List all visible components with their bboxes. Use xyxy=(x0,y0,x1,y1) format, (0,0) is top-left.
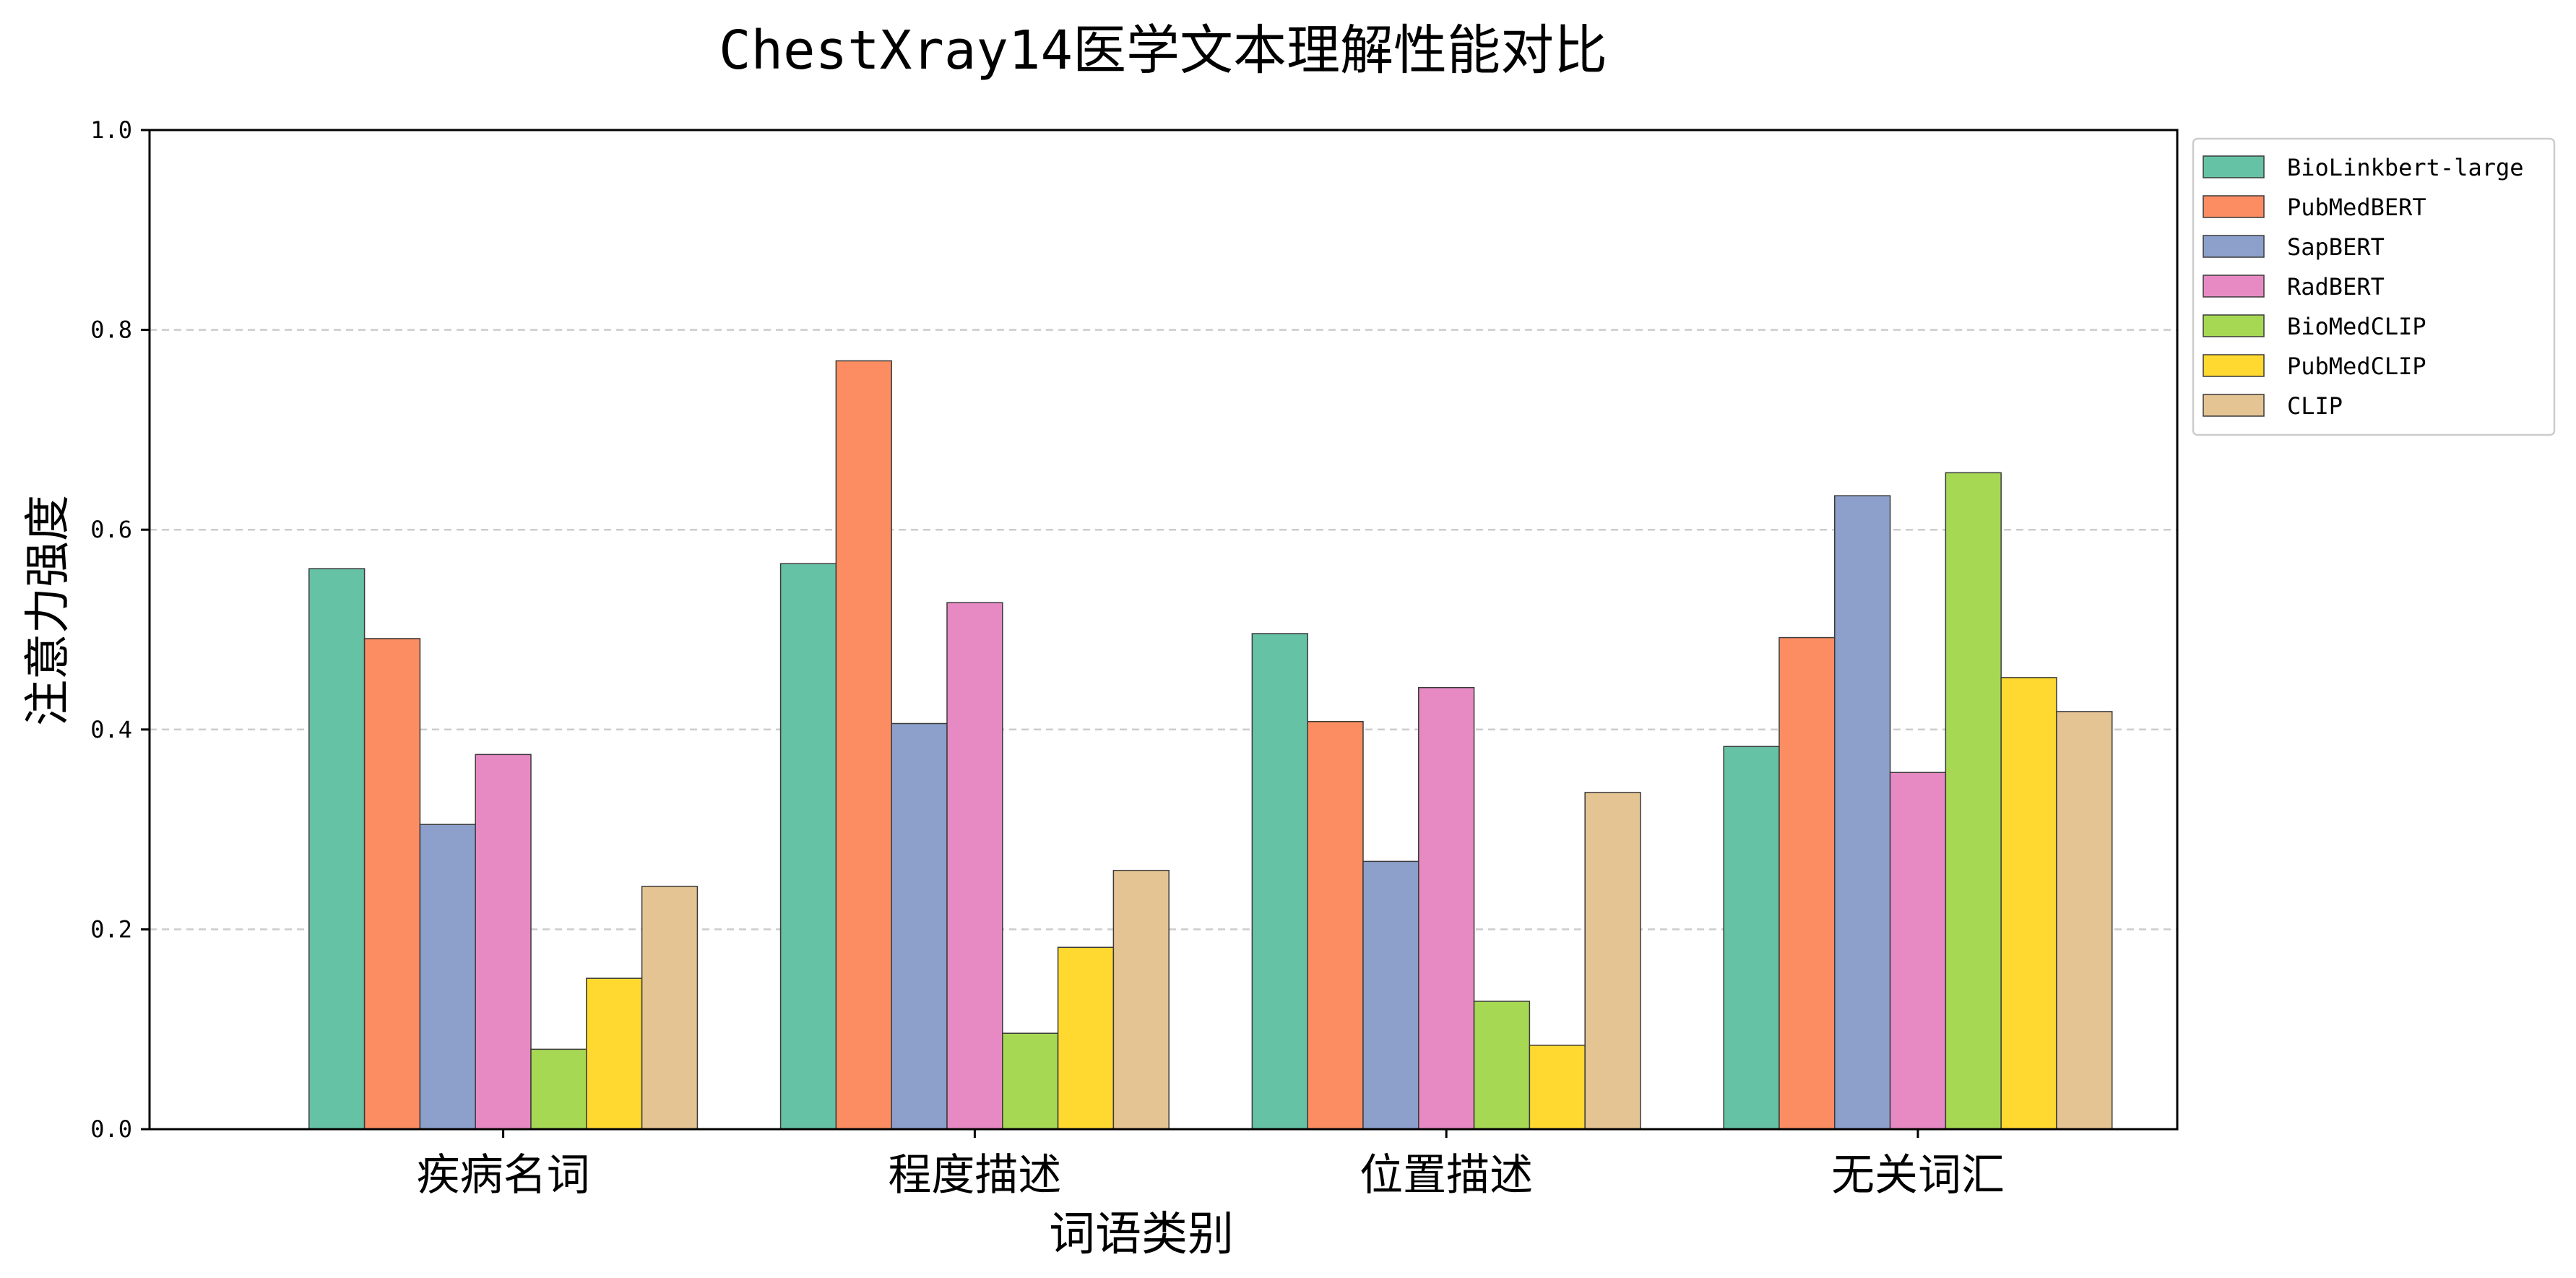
legend-label: BioLinkbert-large xyxy=(2287,154,2524,181)
bar-pubmedbert-3 xyxy=(1778,636,1836,1130)
bar-biolinkbert-large-2 xyxy=(1251,633,1308,1130)
bar-radbert-2 xyxy=(1418,686,1475,1130)
bar-biolinkbert-large-0 xyxy=(308,568,366,1130)
bar-pubmedbert-2 xyxy=(1307,720,1364,1130)
legend-label: PubMedBERT xyxy=(2287,194,2426,221)
plot-frame xyxy=(148,129,2179,1131)
legend-label: PubMedCLIP xyxy=(2287,353,2426,380)
x-tick-label: 位置描述 xyxy=(1360,1150,1533,1201)
bar-pubmedbert-1 xyxy=(835,360,892,1130)
bar-sapbert-3 xyxy=(1834,495,1891,1130)
bar-biomedclip-1 xyxy=(1002,1032,1059,1130)
y-tick-label: 0.6 xyxy=(90,516,132,543)
bar-clip-3 xyxy=(2056,711,2113,1130)
y-tick-label: 0.4 xyxy=(90,716,132,743)
x-tick-label: 疾病名词 xyxy=(417,1150,590,1201)
bar-pubmedclip-1 xyxy=(1057,946,1115,1130)
x-axis-ticks: 疾病名词 程度描述 位置描述 无关词汇 xyxy=(417,1129,2005,1201)
bar-radbert-3 xyxy=(1889,772,1947,1130)
bar-radbert-1 xyxy=(946,602,1003,1130)
y-axis-ticks: 0.0 0.2 0.4 0.6 0.8 1.0 xyxy=(90,116,150,1143)
bar-biomedclip-2 xyxy=(1473,1001,1531,1130)
y-tick-label: 0.0 xyxy=(90,1115,132,1143)
bar-sapbert-0 xyxy=(419,824,476,1130)
legend-label: CLIP xyxy=(2287,392,2343,420)
x-tick-label: 程度描述 xyxy=(888,1150,1061,1201)
bar-biolinkbert-large-1 xyxy=(779,563,837,1130)
bar-radbert-0 xyxy=(475,754,532,1130)
bar-clip-1 xyxy=(1112,870,1170,1130)
legend-swatch xyxy=(2203,314,2265,337)
bar-clip-2 xyxy=(1584,792,1641,1130)
y-axis-label: 注意力强度 xyxy=(22,495,75,726)
bar-clip-0 xyxy=(641,886,699,1130)
x-tick-label: 无关词汇 xyxy=(1831,1150,2005,1201)
bar-biomedclip-3 xyxy=(1945,472,2002,1130)
bar-pubmedclip-3 xyxy=(2000,677,2057,1130)
y-tick-label: 1.0 xyxy=(90,116,132,144)
bar-pubmedclip-2 xyxy=(1529,1045,1586,1130)
chart-title: ChestXray14医学文本理解性能对比 xyxy=(719,20,1607,82)
bar-sapbert-2 xyxy=(1362,860,1419,1130)
legend-label: BioMedCLIP xyxy=(2287,313,2426,340)
legend-swatch xyxy=(2203,155,2265,178)
legend-swatch xyxy=(2203,275,2265,298)
legend-label: SapBERT xyxy=(2287,233,2385,261)
bar-biomedclip-0 xyxy=(530,1048,587,1130)
legend: BioLinkbert-large PubMedBERT SapBERT RadBER… xyxy=(2192,137,2556,436)
bar-sapbert-1 xyxy=(891,722,948,1130)
legend-label: RadBERT xyxy=(2287,273,2385,301)
bar-pubmedclip-0 xyxy=(586,977,643,1130)
bars xyxy=(308,360,2113,1130)
x-axis-label: 词语类别 xyxy=(1049,1208,1234,1261)
bar-pubmedbert-0 xyxy=(363,638,421,1130)
y-tick-label: 0.8 xyxy=(90,316,132,344)
legend-swatch xyxy=(2203,354,2265,377)
legend-swatch xyxy=(2203,394,2265,417)
bar-biolinkbert-large-3 xyxy=(1723,746,1780,1130)
y-tick-label: 0.2 xyxy=(90,915,132,943)
legend-swatch xyxy=(2203,235,2265,258)
legend-swatch xyxy=(2203,195,2265,218)
legend-box xyxy=(2192,137,2556,436)
